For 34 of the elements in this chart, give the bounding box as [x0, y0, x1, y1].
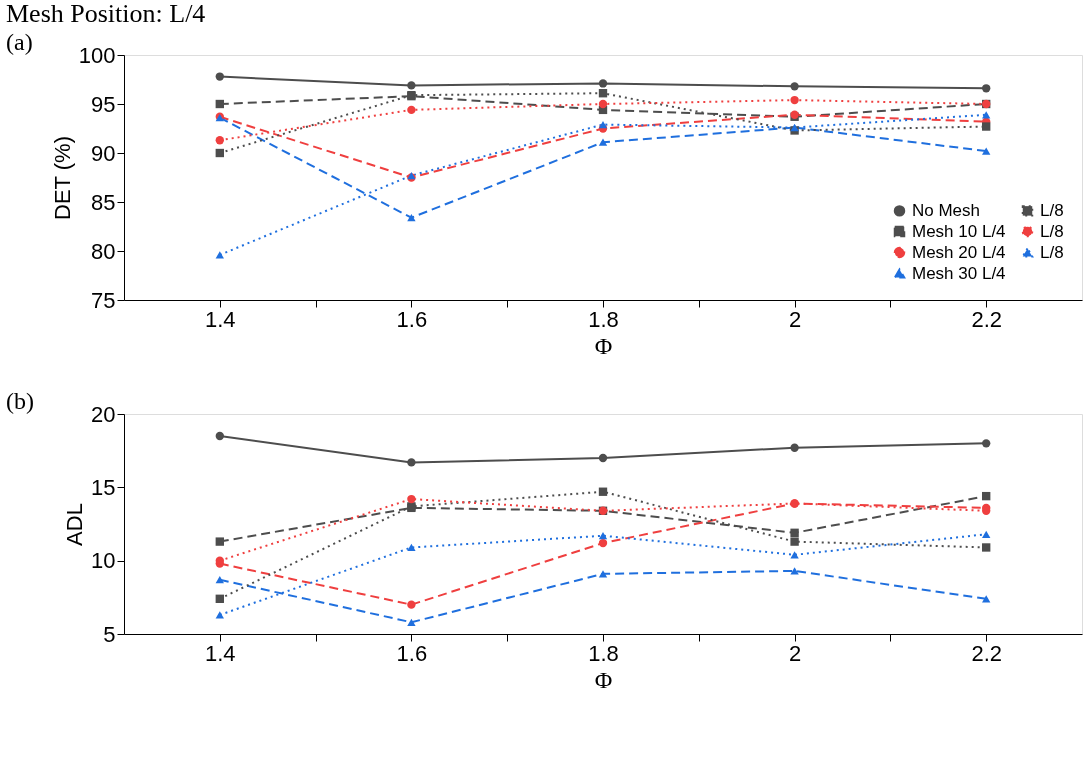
- legend-label: Mesh 10 L/4: [912, 221, 1006, 241]
- y-tick-label: 10: [91, 548, 116, 574]
- x-tick-label: 1.4: [205, 640, 236, 666]
- x-tick-label: 2.2: [971, 640, 1002, 666]
- text: (b): [6, 388, 34, 414]
- x-axis-title: Φ: [594, 332, 613, 359]
- x-tick-label: 2: [788, 640, 802, 666]
- y-tick-label: 95: [91, 91, 116, 117]
- y-tick-label: 80: [91, 238, 116, 264]
- y-tick-label: 75: [91, 287, 116, 313]
- y-tick-label: 5: [103, 621, 116, 647]
- x-tick-label: 2: [788, 306, 802, 332]
- x-tick-label: 1.4: [205, 306, 236, 332]
- legend-label: L/8: [1040, 200, 1064, 220]
- x-tick-label: 2.2: [971, 306, 1002, 332]
- y-tick-label: 100: [78, 42, 116, 68]
- y-axis-title: DET (%): [49, 136, 75, 220]
- x-axis-title: Φ: [594, 666, 613, 693]
- x-tick-label: 1.6: [396, 306, 428, 332]
- x-tick-label: 1.8: [588, 306, 619, 332]
- x-tick-label: 1.6: [396, 640, 428, 666]
- legend-label: L/8: [1040, 242, 1064, 262]
- y-tick-label: 90: [91, 140, 116, 166]
- legend-label: L/8: [1040, 221, 1064, 241]
- x-tick-label: 1.8: [588, 640, 619, 666]
- text: (a): [6, 29, 33, 55]
- y-tick-label: 15: [91, 474, 116, 500]
- legend-label: Mesh 30 L/4: [912, 263, 1006, 283]
- y-axis-title: ADL: [62, 503, 88, 546]
- legend-label: Mesh 20 L/4: [912, 242, 1006, 262]
- y-tick-label: 20: [91, 401, 116, 427]
- legend-label: No Mesh: [912, 200, 981, 220]
- chart-title: Mesh Position: L/4: [6, 0, 206, 28]
- y-tick-label: 85: [91, 189, 116, 215]
